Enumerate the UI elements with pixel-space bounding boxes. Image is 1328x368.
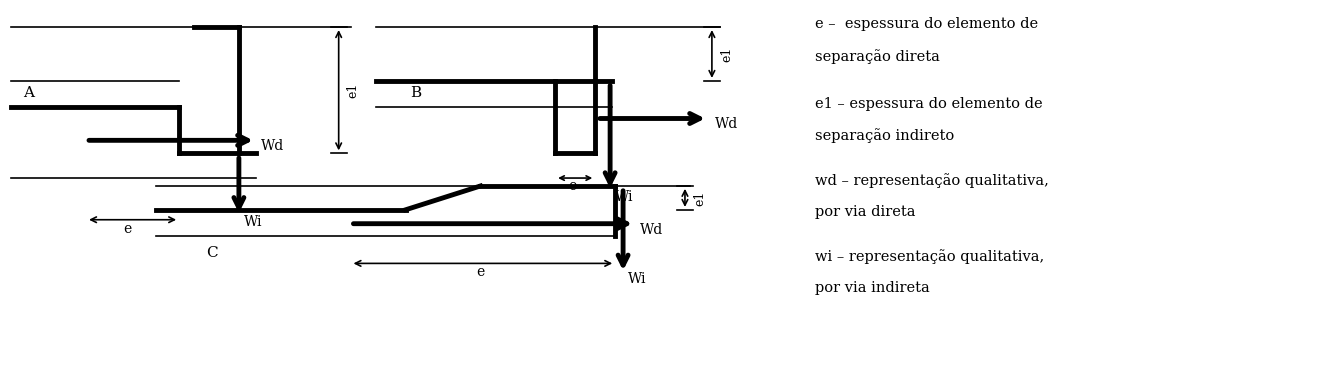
Text: e1 – espessura do elemento de: e1 – espessura do elemento de xyxy=(814,97,1042,111)
Text: Wd: Wd xyxy=(640,223,663,237)
Text: Wd: Wd xyxy=(260,139,284,153)
Text: por via direta: por via direta xyxy=(814,205,915,219)
Text: separação direta: separação direta xyxy=(814,49,939,64)
Text: e: e xyxy=(124,222,131,236)
Text: e1: e1 xyxy=(693,190,706,206)
Text: B: B xyxy=(410,86,422,100)
Text: por via indireta: por via indireta xyxy=(814,281,930,295)
Text: Wi: Wi xyxy=(628,272,647,286)
Text: Wi: Wi xyxy=(244,215,263,229)
Text: wi – representação qualitativa,: wi – representação qualitativa, xyxy=(814,250,1044,264)
Text: e1: e1 xyxy=(347,82,360,98)
Text: e: e xyxy=(475,265,483,279)
Text: e: e xyxy=(568,179,576,193)
Text: C: C xyxy=(206,247,218,261)
Text: e1: e1 xyxy=(720,46,733,62)
Text: separação indireto: separação indireto xyxy=(814,128,954,143)
Text: Wi: Wi xyxy=(615,190,633,204)
Text: A: A xyxy=(24,86,35,100)
Text: wd – representação qualitativa,: wd – representação qualitativa, xyxy=(814,173,1049,188)
Text: Wd: Wd xyxy=(714,117,738,131)
Text: e –  espessura do elemento de: e – espessura do elemento de xyxy=(814,17,1037,31)
